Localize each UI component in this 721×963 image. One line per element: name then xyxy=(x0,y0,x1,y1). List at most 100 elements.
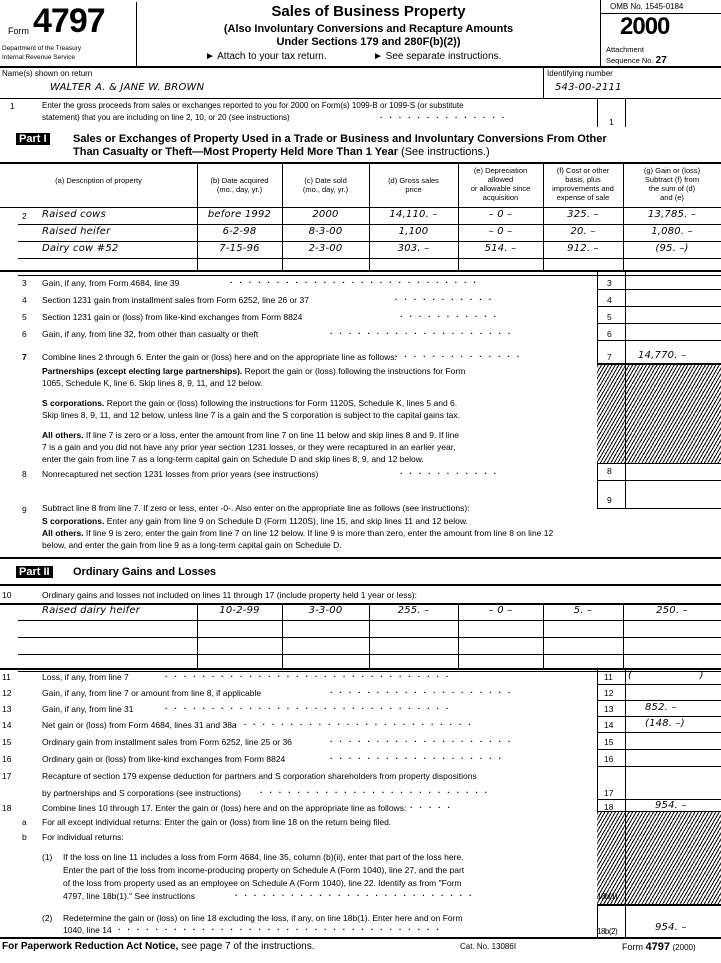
column-header-b: (b) Date acquired (mo., day, yr.) xyxy=(210,176,269,194)
line-18b2-text-1: Redetermine the gain or (loss) on line 1… xyxy=(63,913,463,923)
table-cell-f[interactable]: 325. – xyxy=(567,209,599,220)
line-18a-text: For all except individual returns: Enter… xyxy=(42,817,392,827)
column-header-d: (d) Gross sales price xyxy=(388,176,439,194)
line-7-box-label: 7 xyxy=(607,352,612,362)
table-cell-d[interactable]: 1,100 xyxy=(398,226,429,237)
line-8-number: 8 xyxy=(22,469,27,479)
table-cell-g[interactable]: 250. – xyxy=(656,605,688,616)
part-1-title-1: Sales or Exchanges of Property Used in a… xyxy=(73,133,607,145)
table-cell-g[interactable]: (95. –) xyxy=(655,243,689,254)
table-cell-c[interactable]: 8-3-00 xyxy=(308,226,343,237)
table-cell-f[interactable]: 5. – xyxy=(573,605,593,616)
row-divider xyxy=(597,684,721,685)
row-divider xyxy=(0,603,721,605)
line-6-text: Gain, if any, from line 32, from other t… xyxy=(42,329,259,339)
leader-dots: ............................... xyxy=(165,669,456,679)
column-header-e: (e) Depreciation allowed or allowable si… xyxy=(470,166,531,202)
line-18-box-label: 18 xyxy=(604,802,614,812)
line-16-number: 16 xyxy=(2,754,12,764)
line-5-box-label: 5 xyxy=(607,312,612,322)
attachment-label: Attachment xyxy=(606,45,644,54)
line-4-number: 4 xyxy=(22,295,27,305)
line-14-amount-field[interactable]: (148. –) xyxy=(645,718,685,729)
line-18b-letter: b xyxy=(22,832,27,842)
table-cell-e[interactable]: – 0 – xyxy=(488,605,513,616)
table-cell-a[interactable]: Dairy cow #52 xyxy=(42,243,119,254)
line-11-number: 11 xyxy=(2,672,11,682)
line-13-box-label: 13 xyxy=(604,704,614,714)
row-divider xyxy=(597,363,721,365)
table-cell-f[interactable]: 20. – xyxy=(570,226,596,237)
table-cell-f[interactable]: 912. – xyxy=(567,243,599,254)
leader-dots: .................... xyxy=(330,685,518,695)
leader-dots: .............. xyxy=(380,110,512,120)
line-5-text: Section 1231 gain or (loss) from like-ki… xyxy=(42,312,303,322)
row-divider xyxy=(597,732,721,733)
line-7-number: 7 xyxy=(22,352,27,362)
table-cell-c[interactable]: 2000 xyxy=(312,209,339,220)
table-cell-b[interactable]: 10-2-99 xyxy=(219,605,260,616)
table-cell-b[interactable]: 6-2-98 xyxy=(222,226,257,237)
line-18b1-text-4: 4797, line 18b(1)." See instructions xyxy=(63,891,196,901)
column-divider xyxy=(282,603,283,668)
row-divider xyxy=(18,241,721,242)
part-2-badge: Part II xyxy=(16,566,53,578)
paperwork-notice: For Paperwork Reduction Act Notice, see … xyxy=(2,941,315,952)
line-11-text: Loss, if any, from line 7 xyxy=(42,672,129,682)
line-18b2-number: (2) xyxy=(42,913,53,923)
line-12-box-label: 12 xyxy=(604,688,614,698)
column-header-c: (c) Date sold (mo., day, yr.) xyxy=(302,176,349,194)
column-header-a: (a) Description of property xyxy=(55,176,142,185)
line-11-amount-field[interactable]: ( ) xyxy=(628,670,704,681)
row-divider xyxy=(597,716,721,717)
line-18b2-amount-field[interactable]: 954. – xyxy=(655,922,687,933)
line-7-text: Combine lines 2 through 6. Enter the gai… xyxy=(42,352,397,362)
table-cell-e[interactable]: – 0 – xyxy=(488,226,513,237)
taxpayer-name-field[interactable]: WALTER A. & JANE W. BROWN xyxy=(50,82,205,93)
table-cell-b[interactable]: 7-15-96 xyxy=(219,243,260,254)
line-7-note-2-cont: Skip lines 8, 9, 11, and 12 below, unles… xyxy=(42,410,461,420)
line-9-all-others-2: below, and enter the gain from line 9 as… xyxy=(42,540,342,550)
line-12-number: 12 xyxy=(2,688,12,698)
table-cell-e[interactable]: – 0 – xyxy=(488,209,513,220)
row-divider xyxy=(597,306,721,307)
line-3-number: 3 xyxy=(22,278,27,288)
table-cell-d[interactable]: 14,110. – xyxy=(389,209,438,220)
leader-dots: ................................... xyxy=(118,922,446,932)
line-6-box-label: 6 xyxy=(607,329,612,339)
row-divider xyxy=(18,671,721,672)
table-cell-b[interactable]: before 1992 xyxy=(207,209,272,220)
line-13-amount-field[interactable]: 852. – xyxy=(645,702,677,713)
line-17-box-label: 17 xyxy=(604,788,614,798)
table-cell-e[interactable]: 514. – xyxy=(484,243,517,254)
leader-dots: .......................... xyxy=(235,888,479,898)
line-15-number: 15 xyxy=(2,737,12,747)
part-2-title: Ordinary Gains and Losses xyxy=(73,566,217,578)
table-cell-a[interactable]: Raised heifer xyxy=(42,226,111,237)
identifying-number-field[interactable]: 543-00-2111 xyxy=(555,82,622,93)
table-cell-g[interactable]: 13,785. – xyxy=(647,209,697,220)
table-cell-d[interactable]: 255. – xyxy=(397,605,430,616)
leader-dots: ................... xyxy=(330,751,508,761)
table-cell-d[interactable]: 303. – xyxy=(397,243,430,254)
agency: Internal Revenue Service xyxy=(2,54,75,61)
table-cell-a[interactable]: Raised dairy heifer xyxy=(42,605,141,616)
leader-dots: .................... xyxy=(330,734,518,744)
line-9-number: 9 xyxy=(22,505,27,515)
leader-dots: ........... xyxy=(400,309,503,319)
line-7-amount-field[interactable]: 14,770. – xyxy=(638,350,687,361)
tax-year: 2000 xyxy=(620,13,670,40)
column-divider xyxy=(197,603,198,668)
line-9-s-corp: S corporations. Enter any gain from line… xyxy=(42,516,468,526)
table-cell-a[interactable]: Raised cows xyxy=(42,209,106,220)
table-cell-g[interactable]: 1,080. – xyxy=(651,226,693,237)
row-divider xyxy=(0,207,721,208)
row-divider xyxy=(0,270,721,272)
attach-instruction: ► Attach to your tax return. xyxy=(205,51,327,62)
note-heading: S corporations. xyxy=(42,398,105,408)
line-18b1-number: (1) xyxy=(42,852,53,862)
line-8-box-label: 8 xyxy=(607,466,612,476)
table-cell-c[interactable]: 3-3-00 xyxy=(308,605,343,616)
table-cell-c[interactable]: 2-3-00 xyxy=(308,243,343,254)
line-18-amount-field[interactable]: 954. – xyxy=(655,800,687,811)
